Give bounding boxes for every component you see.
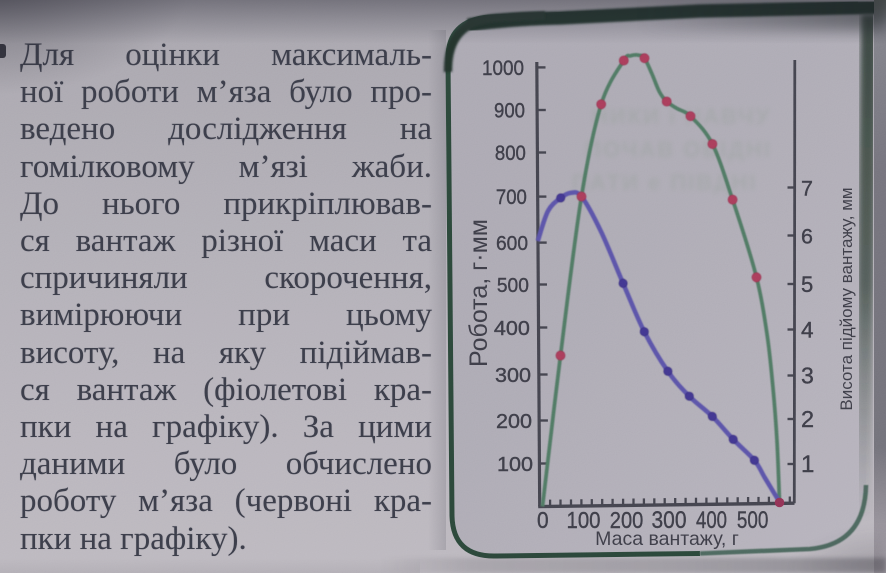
svg-text:1: 1: [801, 451, 814, 478]
svg-text:100: 100: [497, 454, 533, 476]
svg-text:7: 7: [801, 177, 813, 201]
svg-text:2: 2: [801, 406, 814, 432]
svg-text:700: 700: [496, 186, 527, 209]
svg-text:900: 900: [494, 100, 525, 123]
svg-text:500: 500: [497, 274, 529, 297]
svg-text:Робота, г·мм: Робота, г·мм: [465, 219, 493, 367]
svg-text:1000: 1000: [482, 57, 524, 80]
svg-text:ПОЧАВ ОБІДНІ: ПОЧАВ ОБІДНІ: [585, 137, 772, 162]
svg-text:Висота підйому вантажу, мм: Висота підйому вантажу, мм: [837, 187, 856, 410]
svg-text:800: 800: [495, 142, 526, 165]
svg-text:0: 0: [537, 507, 549, 533]
svg-text:3: 3: [801, 363, 814, 389]
svg-text:6: 6: [801, 225, 813, 249]
svg-text:4: 4: [801, 318, 814, 343]
svg-text:НИКИ і НАВЧУ: НИКИ і НАВЧУ: [592, 104, 771, 129]
svg-text:Маса вантажу, г: Маса вантажу, г: [595, 528, 739, 550]
svg-text:200: 200: [496, 411, 532, 433]
svg-text:400: 400: [494, 318, 530, 340]
svg-text:300: 300: [495, 365, 531, 387]
svg-text:500: 500: [737, 507, 769, 534]
svg-text:600: 600: [496, 232, 528, 255]
svg-text:5: 5: [801, 272, 813, 297]
